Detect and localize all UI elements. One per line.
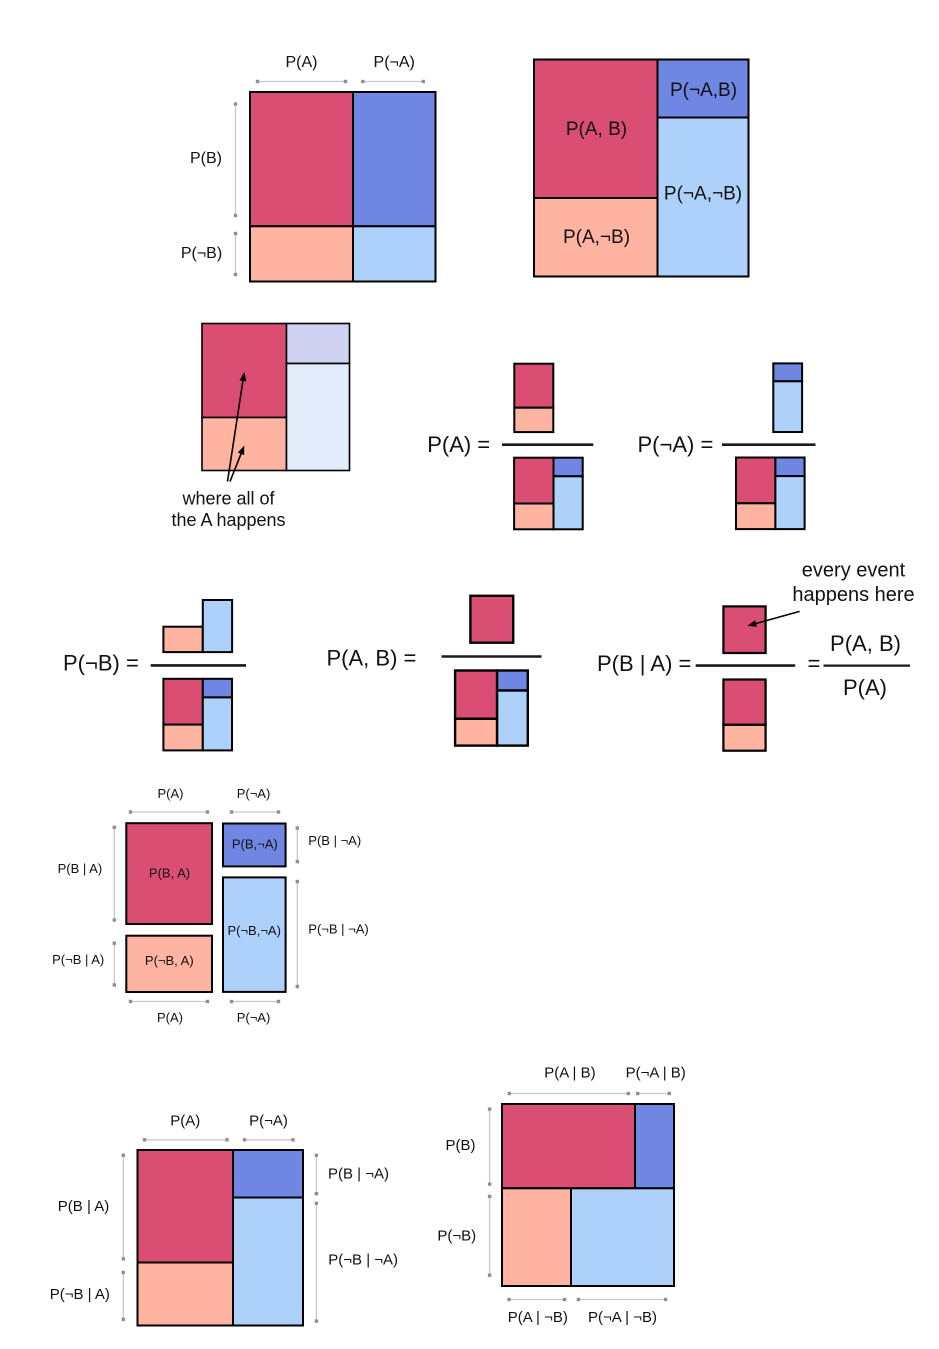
svg-text:P(¬B | A): P(¬B | A) xyxy=(52,952,104,967)
svg-text:P(¬A): P(¬A) xyxy=(374,54,415,71)
svg-text:P(¬B, A): P(¬B, A) xyxy=(145,953,194,968)
svg-text:P(¬A,¬B): P(¬A,¬B) xyxy=(664,183,742,204)
svg-text:P(A | ¬B): P(A | ¬B) xyxy=(508,1309,568,1326)
svg-text:P(B,¬A): P(B,¬A) xyxy=(232,837,278,852)
svg-text:P(B | ¬A): P(B | ¬A) xyxy=(328,1166,389,1183)
svg-text:P(B | A) =: P(B | A) = xyxy=(597,651,691,676)
svg-text:P(A): P(A) xyxy=(286,54,318,71)
svg-text:P(A): P(A) xyxy=(843,675,887,700)
svg-text:P(A): P(A) xyxy=(170,1113,200,1130)
svg-text:the A happens: the A happens xyxy=(171,510,285,530)
svg-text:P(A, B): P(A, B) xyxy=(566,119,627,140)
svg-text:P(A): P(A) xyxy=(157,1010,183,1025)
svg-text:P(B | A): P(B | A) xyxy=(58,1198,109,1215)
svg-text:happens here: happens here xyxy=(792,584,914,606)
svg-text:P(¬A,B): P(¬A,B) xyxy=(670,80,737,101)
svg-text:P(¬B | ¬A): P(¬B | ¬A) xyxy=(328,1252,398,1269)
svg-text:P(A | B): P(A | B) xyxy=(544,1065,595,1082)
svg-text:P(¬A | ¬B): P(¬A | ¬B) xyxy=(588,1309,657,1326)
svg-text:P(B, A): P(B, A) xyxy=(149,865,190,880)
svg-text:every event: every event xyxy=(802,560,906,582)
svg-text:=: = xyxy=(808,651,821,676)
svg-text:P(B | A): P(B | A) xyxy=(58,861,103,876)
svg-text:P(A,¬B): P(A,¬B) xyxy=(563,227,630,248)
svg-text:P(¬A) =: P(¬A) = xyxy=(638,432,714,457)
svg-text:P(B | ¬A): P(B | ¬A) xyxy=(308,833,361,848)
svg-text:P(¬B,¬A): P(¬B,¬A) xyxy=(227,923,280,938)
svg-text:P(¬B): P(¬B) xyxy=(181,245,222,262)
svg-text:P(¬A | B): P(¬A | B) xyxy=(626,1065,686,1082)
svg-text:P(¬B) =: P(¬B) = xyxy=(63,650,139,675)
svg-text:P(¬A): P(¬A) xyxy=(249,1113,288,1130)
svg-text:P(A, B) =: P(A, B) = xyxy=(327,645,417,670)
svg-text:P(¬B | ¬A): P(¬B | ¬A) xyxy=(308,922,368,937)
svg-text:P(A): P(A) xyxy=(158,786,184,801)
svg-text:P(¬A): P(¬A) xyxy=(237,786,271,801)
svg-text:P(A, B): P(A, B) xyxy=(830,631,901,656)
svg-text:P(¬B): P(¬B) xyxy=(437,1228,476,1245)
svg-text:P(¬B | A): P(¬B | A) xyxy=(50,1286,110,1303)
svg-text:where all of: where all of xyxy=(181,489,275,509)
svg-text:P(¬A): P(¬A) xyxy=(237,1010,271,1025)
svg-text:P(B): P(B) xyxy=(446,1137,476,1154)
svg-text:P(B): P(B) xyxy=(190,150,222,167)
svg-text:P(A) =: P(A) = xyxy=(427,432,490,457)
